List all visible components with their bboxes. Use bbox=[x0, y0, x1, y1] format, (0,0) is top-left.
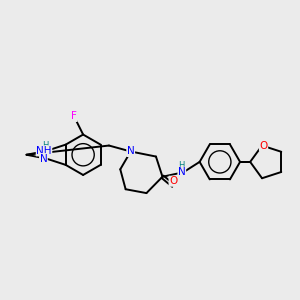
Text: O: O bbox=[169, 176, 177, 186]
Text: N: N bbox=[127, 146, 135, 157]
Text: H: H bbox=[42, 141, 48, 150]
Text: NH: NH bbox=[36, 146, 52, 156]
Text: N: N bbox=[40, 154, 47, 164]
Text: F: F bbox=[71, 112, 77, 122]
Text: O: O bbox=[260, 140, 268, 151]
Text: H: H bbox=[178, 161, 185, 170]
Text: N: N bbox=[178, 167, 186, 177]
